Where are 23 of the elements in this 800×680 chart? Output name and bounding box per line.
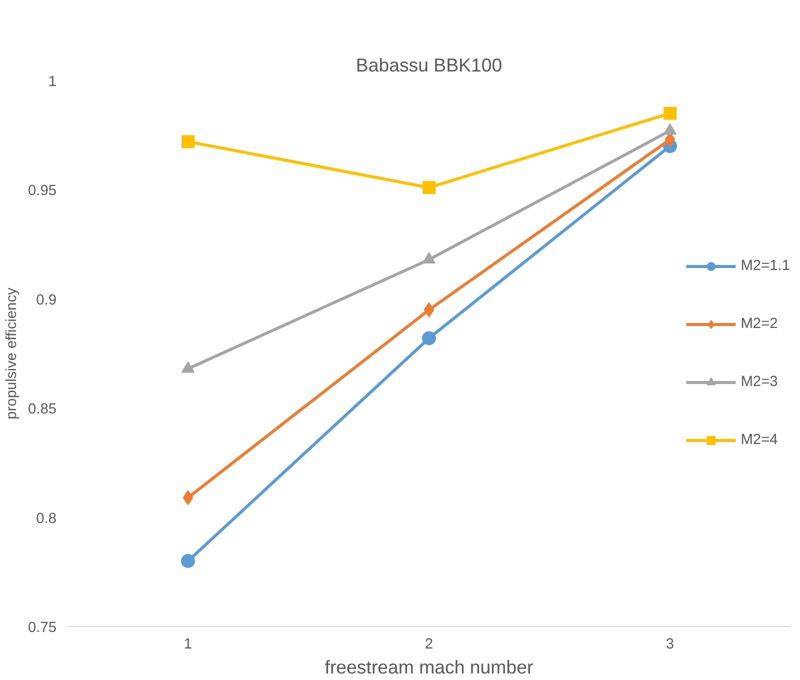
legend-label: M2=2 — [740, 316, 778, 332]
point — [422, 331, 436, 346]
x-axis-title: freestream mach number — [324, 656, 534, 678]
y-tick-label: 0.95 — [28, 183, 57, 200]
point — [422, 181, 436, 194]
y-tick-label: 0.9 — [36, 292, 56, 308]
legend-label: M2=3 — [740, 374, 778, 390]
y-axis-title: propulsive efficiency — [4, 286, 20, 420]
y-tick-label: 0.85 — [28, 402, 57, 418]
point — [664, 106, 676, 120]
point — [182, 490, 194, 506]
legend-label: M2=1.1 — [740, 258, 790, 274]
point — [424, 302, 434, 318]
x-tick-label: 2 — [424, 636, 434, 652]
legend-label: M2=4 — [740, 432, 778, 448]
y-tick-label: 0.8 — [36, 510, 56, 527]
chart-title: Babassu BBK100 — [356, 54, 502, 76]
y-tick-label: 1 — [48, 74, 57, 90]
x-tick-label: 1 — [184, 636, 192, 652]
x-tick-label: 3 — [666, 636, 674, 652]
point — [181, 554, 195, 568]
point — [182, 135, 194, 148]
y-tick-label: 0.75 — [28, 620, 57, 636]
